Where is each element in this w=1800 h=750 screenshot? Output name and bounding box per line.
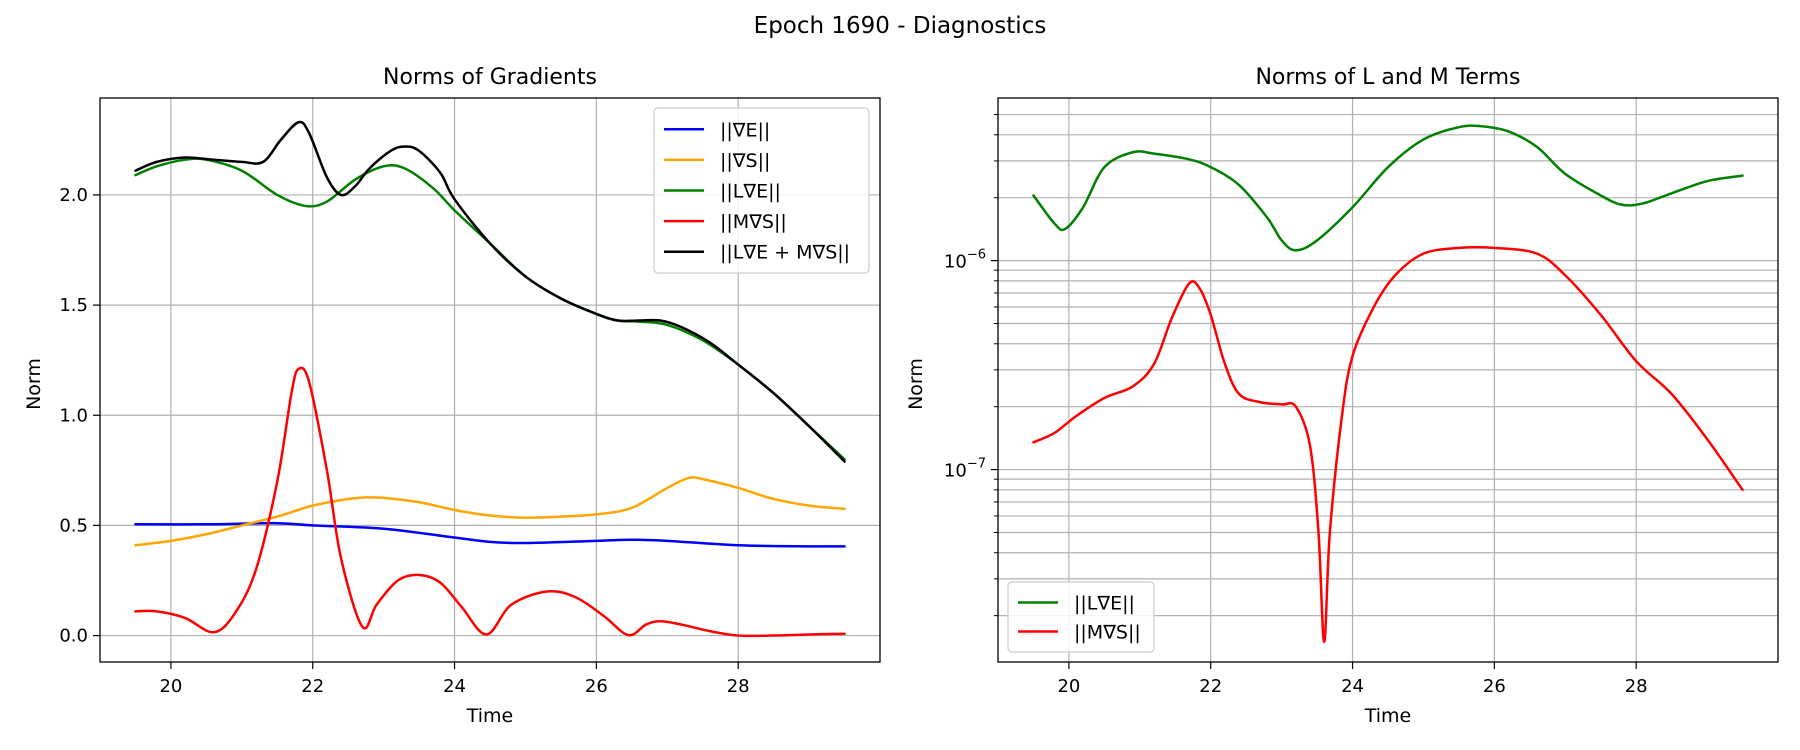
lm-terms-series-lines (1032, 124, 1744, 643)
gradients-y-axis-label: Norm (23, 358, 45, 410)
lm-terms-grid (998, 98, 1778, 662)
gradients-x-tick-label: 24 (443, 676, 466, 697)
gradients-y-tick-label: 1.5 (59, 295, 88, 316)
gradients-y-tick-label: 2.0 (59, 185, 88, 206)
lm-terms-legend-label-lgrade: ||L∇E|| (1074, 593, 1135, 615)
lm-terms-y-tick-label-base: 10 (944, 461, 967, 482)
lm-terms-series-lgrade-line (1032, 124, 1744, 252)
lm-terms-x-tick-label: 20 (1057, 676, 1080, 697)
lm-terms-series-mgrads-line (1032, 245, 1744, 643)
gradients-series-grads-line (134, 476, 846, 547)
lm-terms-x-axis-label: Time (1364, 705, 1412, 727)
gradients-legend-label-mgrads: ||M∇S|| (720, 211, 787, 233)
lm-terms-x-tick-label: 28 (1625, 676, 1648, 697)
lm-terms-x-tick-label: 24 (1341, 676, 1364, 697)
gradients-series-mgrads-line (134, 366, 846, 638)
gradients-legend: ||∇E|| ||∇S|| ||L∇E|| ||M∇S|| ||L∇E + M∇S|| (653, 107, 870, 274)
lm-terms-chart-panel: Norms of L and M Terms Time Norm 20 22 24 2… (905, 65, 1779, 727)
lm-terms-y-tick-label: 10−6 (944, 248, 986, 273)
gradients-legend-box (653, 107, 870, 274)
gradients-x-tick-label: 22 (301, 676, 324, 697)
gradients-series-lines (134, 120, 846, 638)
gradients-y-tick-label: 0.5 (59, 515, 88, 536)
gradients-x-axis-label: Time (466, 705, 514, 727)
gradients-chart-title: Norms of Gradients (383, 65, 597, 90)
gradients-chart-panel: Norms of Gradients Time Norm 20 22 24 26 28 0… (23, 65, 881, 727)
lm-terms-y-tick-label-exponent: −6 (967, 248, 986, 263)
lm-terms-y-tick-label: 10−7 (944, 457, 986, 482)
gradients-x-tick-label: 28 (727, 676, 750, 697)
lm-terms-y-tick-label-base: 10 (944, 252, 967, 273)
gradients-y-tick-label: 1.0 (59, 405, 88, 426)
gradients-x-tick-label: 26 (585, 676, 608, 697)
lm-terms-y-tick-label-exponent: −7 (967, 457, 986, 472)
gradients-legend-label-grade: ||∇E|| (720, 119, 770, 141)
gradients-series-lgrade-line (134, 157, 846, 461)
gradients-legend-label-lgrade-plus-mgrads: ||L∇E + M∇S|| (720, 242, 850, 264)
lm-terms-x-tick-label: 26 (1483, 676, 1506, 697)
figure-title: Epoch 1690 - Diagnostics (754, 13, 1047, 39)
lm-terms-legend: ||L∇E|| ||M∇S|| (1007, 581, 1155, 653)
lm-terms-legend-label-mgrads: ||M∇S|| (1074, 622, 1141, 644)
gradients-axes-frame (99, 97, 881, 663)
lm-terms-legend-box (1007, 581, 1155, 653)
gradients-y-tick-label: 0.0 (59, 626, 88, 647)
gradients-legend-label-grads: ||∇S|| (720, 150, 770, 172)
lm-terms-y-axis-label: Norm (905, 358, 927, 410)
lm-terms-x-tick-label: 22 (1199, 676, 1222, 697)
lm-terms-chart-title: Norms of L and M Terms (1255, 65, 1520, 90)
gradients-legend-label-lgrade: ||L∇E|| (720, 181, 781, 203)
lm-terms-axes-frame (997, 97, 1779, 663)
gradients-grid (100, 98, 880, 662)
gradients-series-grade-line (134, 521, 846, 548)
gradients-x-tick-label: 20 (159, 676, 182, 697)
gradients-series-lgrade-plus-mgrads-line (134, 120, 846, 463)
